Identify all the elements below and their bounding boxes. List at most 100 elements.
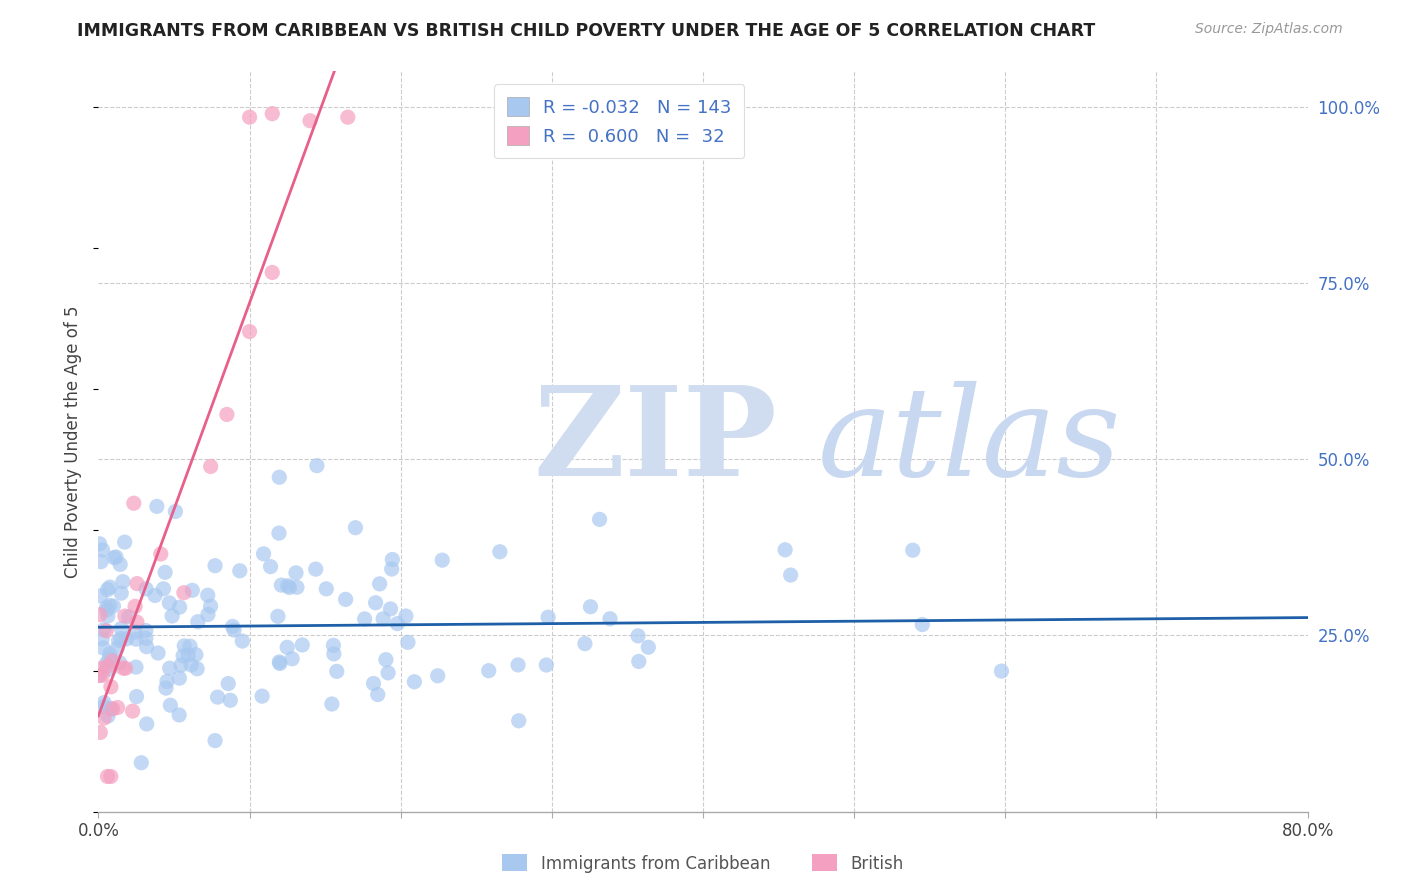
Point: [363, 676, 385, 690]
Point: [108, 656, 131, 670]
Text: Source: ZipAtlas.com: Source: ZipAtlas.com: [1195, 22, 1343, 37]
Point: [114, 535, 136, 549]
Point: [90, 589, 112, 603]
Point: [152, 582, 174, 596]
Point: [285, 566, 308, 580]
Point: [159, 661, 181, 675]
Point: [108, 558, 131, 572]
Point: [187, 615, 209, 629]
Point: [122, 496, 145, 510]
Point: [96, 600, 118, 615]
Point: [267, 526, 290, 541]
Point: [278, 581, 301, 595]
Point: [305, 458, 328, 473]
Point: [169, 600, 191, 615]
Point: [121, 704, 143, 718]
Point: [135, 624, 157, 638]
Point: [100, 769, 122, 783]
Point: [87, 668, 110, 682]
Point: [90, 661, 112, 675]
Point: [326, 665, 349, 679]
Point: [269, 657, 291, 671]
Point: [146, 500, 169, 514]
Point: [353, 612, 375, 626]
Point: [285, 580, 308, 594]
Point: [239, 110, 262, 124]
Point: [98, 647, 121, 661]
Point: [125, 615, 148, 629]
Point: [111, 574, 134, 589]
Point: [315, 582, 337, 596]
Point: [89, 668, 111, 682]
Point: [432, 553, 454, 567]
Point: [262, 265, 284, 279]
Point: [579, 599, 602, 614]
Point: [91, 632, 114, 646]
Point: [146, 646, 169, 660]
Point: [96, 659, 118, 673]
Point: [204, 733, 226, 747]
Point: [89, 537, 111, 551]
Point: [172, 648, 194, 663]
Point: [180, 657, 202, 672]
Point: [93, 711, 115, 725]
Point: [508, 714, 530, 728]
Point: [110, 586, 132, 600]
Point: [155, 681, 177, 695]
Point: [124, 599, 146, 614]
Point: [103, 599, 125, 613]
Point: [321, 697, 343, 711]
Point: [112, 661, 135, 675]
Point: [259, 559, 281, 574]
Point: [98, 651, 121, 665]
Point: [197, 607, 219, 622]
Point: [135, 717, 157, 731]
Point: [344, 521, 367, 535]
Point: [506, 657, 529, 672]
Text: ZIP: ZIP: [534, 381, 778, 502]
Point: [426, 669, 449, 683]
Point: [277, 579, 299, 593]
Point: [100, 702, 122, 716]
Point: [222, 623, 245, 637]
Point: [101, 654, 124, 668]
Point: [396, 635, 419, 649]
Point: [105, 641, 128, 656]
Point: [181, 583, 204, 598]
Point: [170, 658, 193, 673]
Point: [93, 699, 115, 714]
Point: [599, 612, 621, 626]
Point: [200, 599, 222, 614]
Point: [184, 648, 207, 662]
Point: [114, 609, 136, 624]
Legend: R = -0.032   N = 143, R =  0.600   N =  32: R = -0.032 N = 143, R = 0.600 N = 32: [495, 84, 744, 158]
Point: [371, 612, 394, 626]
Point: [281, 652, 304, 666]
Point: [103, 550, 125, 565]
Point: [186, 662, 208, 676]
Point: [537, 610, 560, 624]
Point: [336, 110, 359, 124]
Point: [574, 637, 596, 651]
Point: [156, 674, 179, 689]
Point: [91, 543, 114, 558]
Point: [100, 680, 122, 694]
Text: IMMIGRANTS FROM CARIBBEAN VS BRITISH CHILD POVERTY UNDER THE AGE OF 5 CORRELATIO: IMMIGRANTS FROM CARIBBEAN VS BRITISH CHI…: [77, 22, 1095, 40]
Point: [135, 640, 157, 654]
Point: [167, 708, 190, 723]
Point: [231, 634, 253, 648]
Point: [91, 640, 114, 655]
Point: [98, 580, 121, 594]
Point: [125, 576, 148, 591]
Point: [177, 648, 200, 662]
Point: [627, 655, 650, 669]
Point: [135, 632, 157, 646]
Point: [276, 640, 298, 655]
Point: [101, 702, 124, 716]
Point: [588, 512, 610, 526]
Point: [404, 674, 426, 689]
Legend: Immigrants from Caribbean, British: Immigrants from Caribbean, British: [496, 847, 910, 880]
Point: [250, 689, 273, 703]
Point: [387, 616, 409, 631]
Point: [395, 609, 418, 624]
